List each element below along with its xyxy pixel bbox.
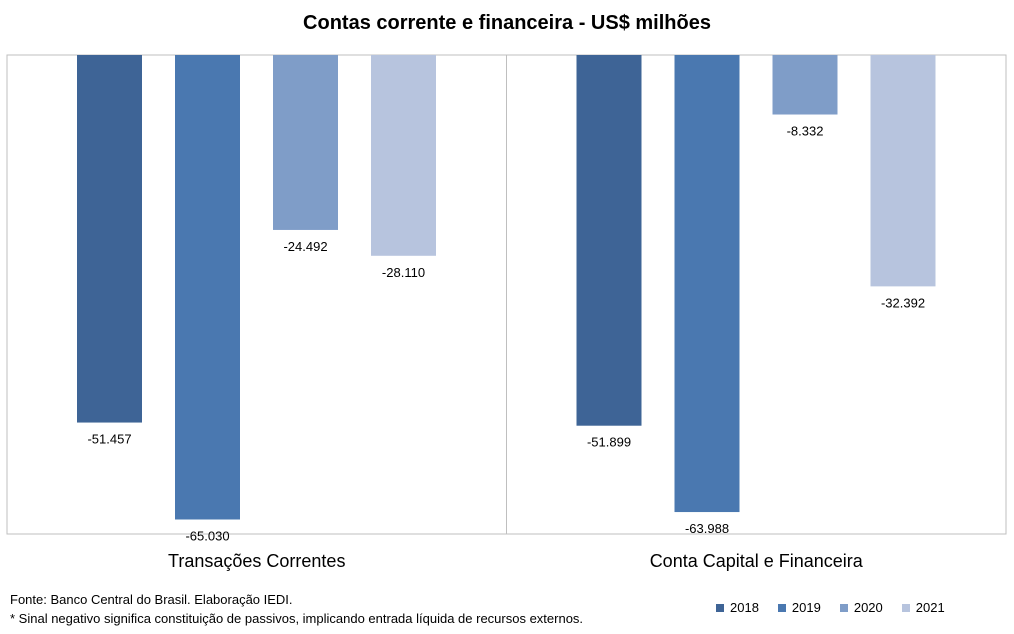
data-label: -24.492 — [283, 239, 327, 254]
bar-2021-1 — [870, 55, 936, 287]
legend-swatch — [839, 603, 848, 612]
bar-2019-0 — [175, 55, 240, 520]
legend-item-2018: 2018 — [716, 600, 759, 615]
data-label: -28.110 — [382, 265, 425, 280]
legend-label: 2020 — [853, 600, 883, 615]
legend-label: 2021 — [915, 600, 945, 615]
data-label: -65.030 — [185, 529, 229, 544]
bar-2020-0 — [273, 55, 338, 230]
bars-layer — [77, 55, 936, 520]
data-label: -51.899 — [587, 435, 631, 450]
category-label: Transações Correntes — [168, 551, 345, 571]
plot-frame — [6, 54, 1007, 535]
data-label: -8.332 — [787, 124, 824, 139]
legend-swatch — [777, 603, 786, 612]
bar-2018-0 — [77, 55, 142, 423]
legend-label: 2018 — [730, 600, 759, 615]
bar-2019-1 — [674, 55, 740, 513]
legend-item-2019: 2019 — [777, 600, 821, 615]
data-label: -32.392 — [881, 295, 925, 310]
source-note: Fonte: Banco Central do Brasil. Elaboraç… — [10, 592, 293, 607]
legend-item-2021: 2021 — [901, 600, 945, 615]
footnote: * Sinal negativo significa constituição … — [10, 611, 584, 626]
data-label: -51.457 — [87, 432, 131, 447]
category-label: Conta Capital e Financeira — [650, 551, 864, 571]
data-label: -63.988 — [685, 521, 729, 536]
chart-title: Contas corrente e financeira - US$ milhõ… — [303, 12, 711, 34]
legend-item-2020: 2020 — [839, 600, 883, 615]
legend-swatch — [901, 603, 910, 612]
legend-swatch — [716, 603, 724, 612]
category-labels-layer: Transações Correntes Conta Capital e Fina… — [168, 551, 864, 571]
bar-2021-0 — [371, 55, 436, 256]
data-labels-layer: -51.457 -65.030 -24.492 -28.110 -51.899 -63.9… — [87, 124, 925, 544]
bar-2020-1 — [772, 55, 838, 115]
legend-label: 2019 — [791, 600, 821, 615]
bar-2018-1 — [576, 55, 642, 426]
legend: 2018 2019 2020 2021 — [716, 600, 945, 615]
